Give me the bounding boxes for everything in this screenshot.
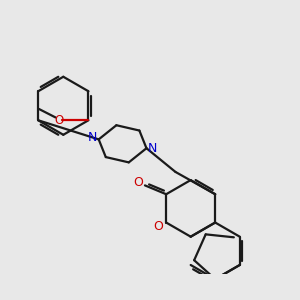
Text: N: N [148,142,158,155]
Text: O: O [54,114,64,127]
Text: O: O [134,176,143,189]
Text: N: N [88,131,97,144]
Text: O: O [154,220,163,232]
